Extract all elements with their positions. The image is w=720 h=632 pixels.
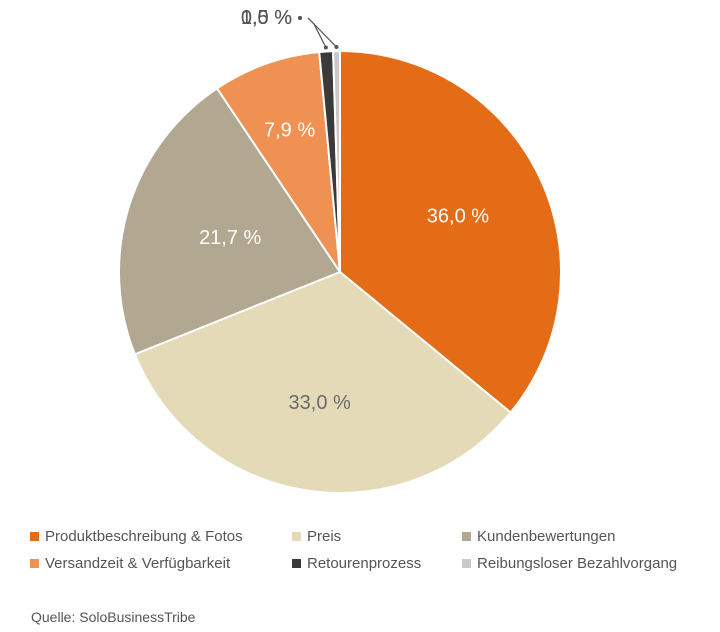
callout-line [307, 17, 337, 48]
legend-swatch [30, 532, 39, 541]
legend-label: Kundenbewertungen [477, 528, 616, 545]
pie-slice [118, 86, 342, 356]
legend-label: Retourenprozess [307, 555, 422, 572]
slice-label: 36,0 % [427, 205, 489, 227]
legend-swatch [462, 532, 471, 541]
callout-label: 0,5 % [241, 7, 292, 29]
legend-item-produktbeschreibung: Produktbeschreibung & Fotos [30, 528, 292, 545]
callout-dot [323, 45, 328, 50]
pie-slice [332, 49, 341, 273]
slice-label: 7,9 % [264, 119, 315, 141]
pie-slice [133, 270, 513, 494]
legend-label: Produktbeschreibung & Fotos [45, 528, 243, 545]
legend-item-preis: Preis [292, 528, 462, 545]
slice-label: 21,7 % [199, 227, 261, 249]
legend-item-bezahlvorgang: Reibungsloser Bezahlvorgang [462, 555, 702, 572]
legend-item-kundenbewertungen: Kundenbewertungen [462, 528, 702, 545]
legend-swatch [30, 559, 39, 568]
pie-slice [339, 49, 562, 414]
callout-dot [298, 16, 302, 20]
pie-slice [215, 50, 341, 273]
pie-chart: 36,0 % 33,0 % 21,7 % 7,9 % 1,0 %0,5 % [118, 7, 562, 494]
legend-item-retourenprozess: Retourenprozess [292, 555, 462, 572]
legend-swatch [292, 559, 301, 568]
legend-swatch [292, 532, 301, 541]
legend-item-versandzeit: Versandzeit & Verfügbarkeit [30, 555, 292, 572]
legend-label: Versandzeit & Verfügbarkeit [45, 555, 231, 572]
slice-label: 33,0 % [289, 392, 351, 414]
source-note: Quelle: SoloBusinessTribe [31, 609, 196, 625]
callout-dot [334, 45, 339, 50]
legend-swatch [462, 559, 471, 568]
legend-label: Preis [307, 528, 342, 545]
legend: Produktbeschreibung & Fotos Preis Kunden… [30, 528, 710, 572]
callout-label: 1,0 % [241, 7, 292, 29]
legend-label: Reibungsloser Bezahlvorgang [477, 555, 678, 572]
